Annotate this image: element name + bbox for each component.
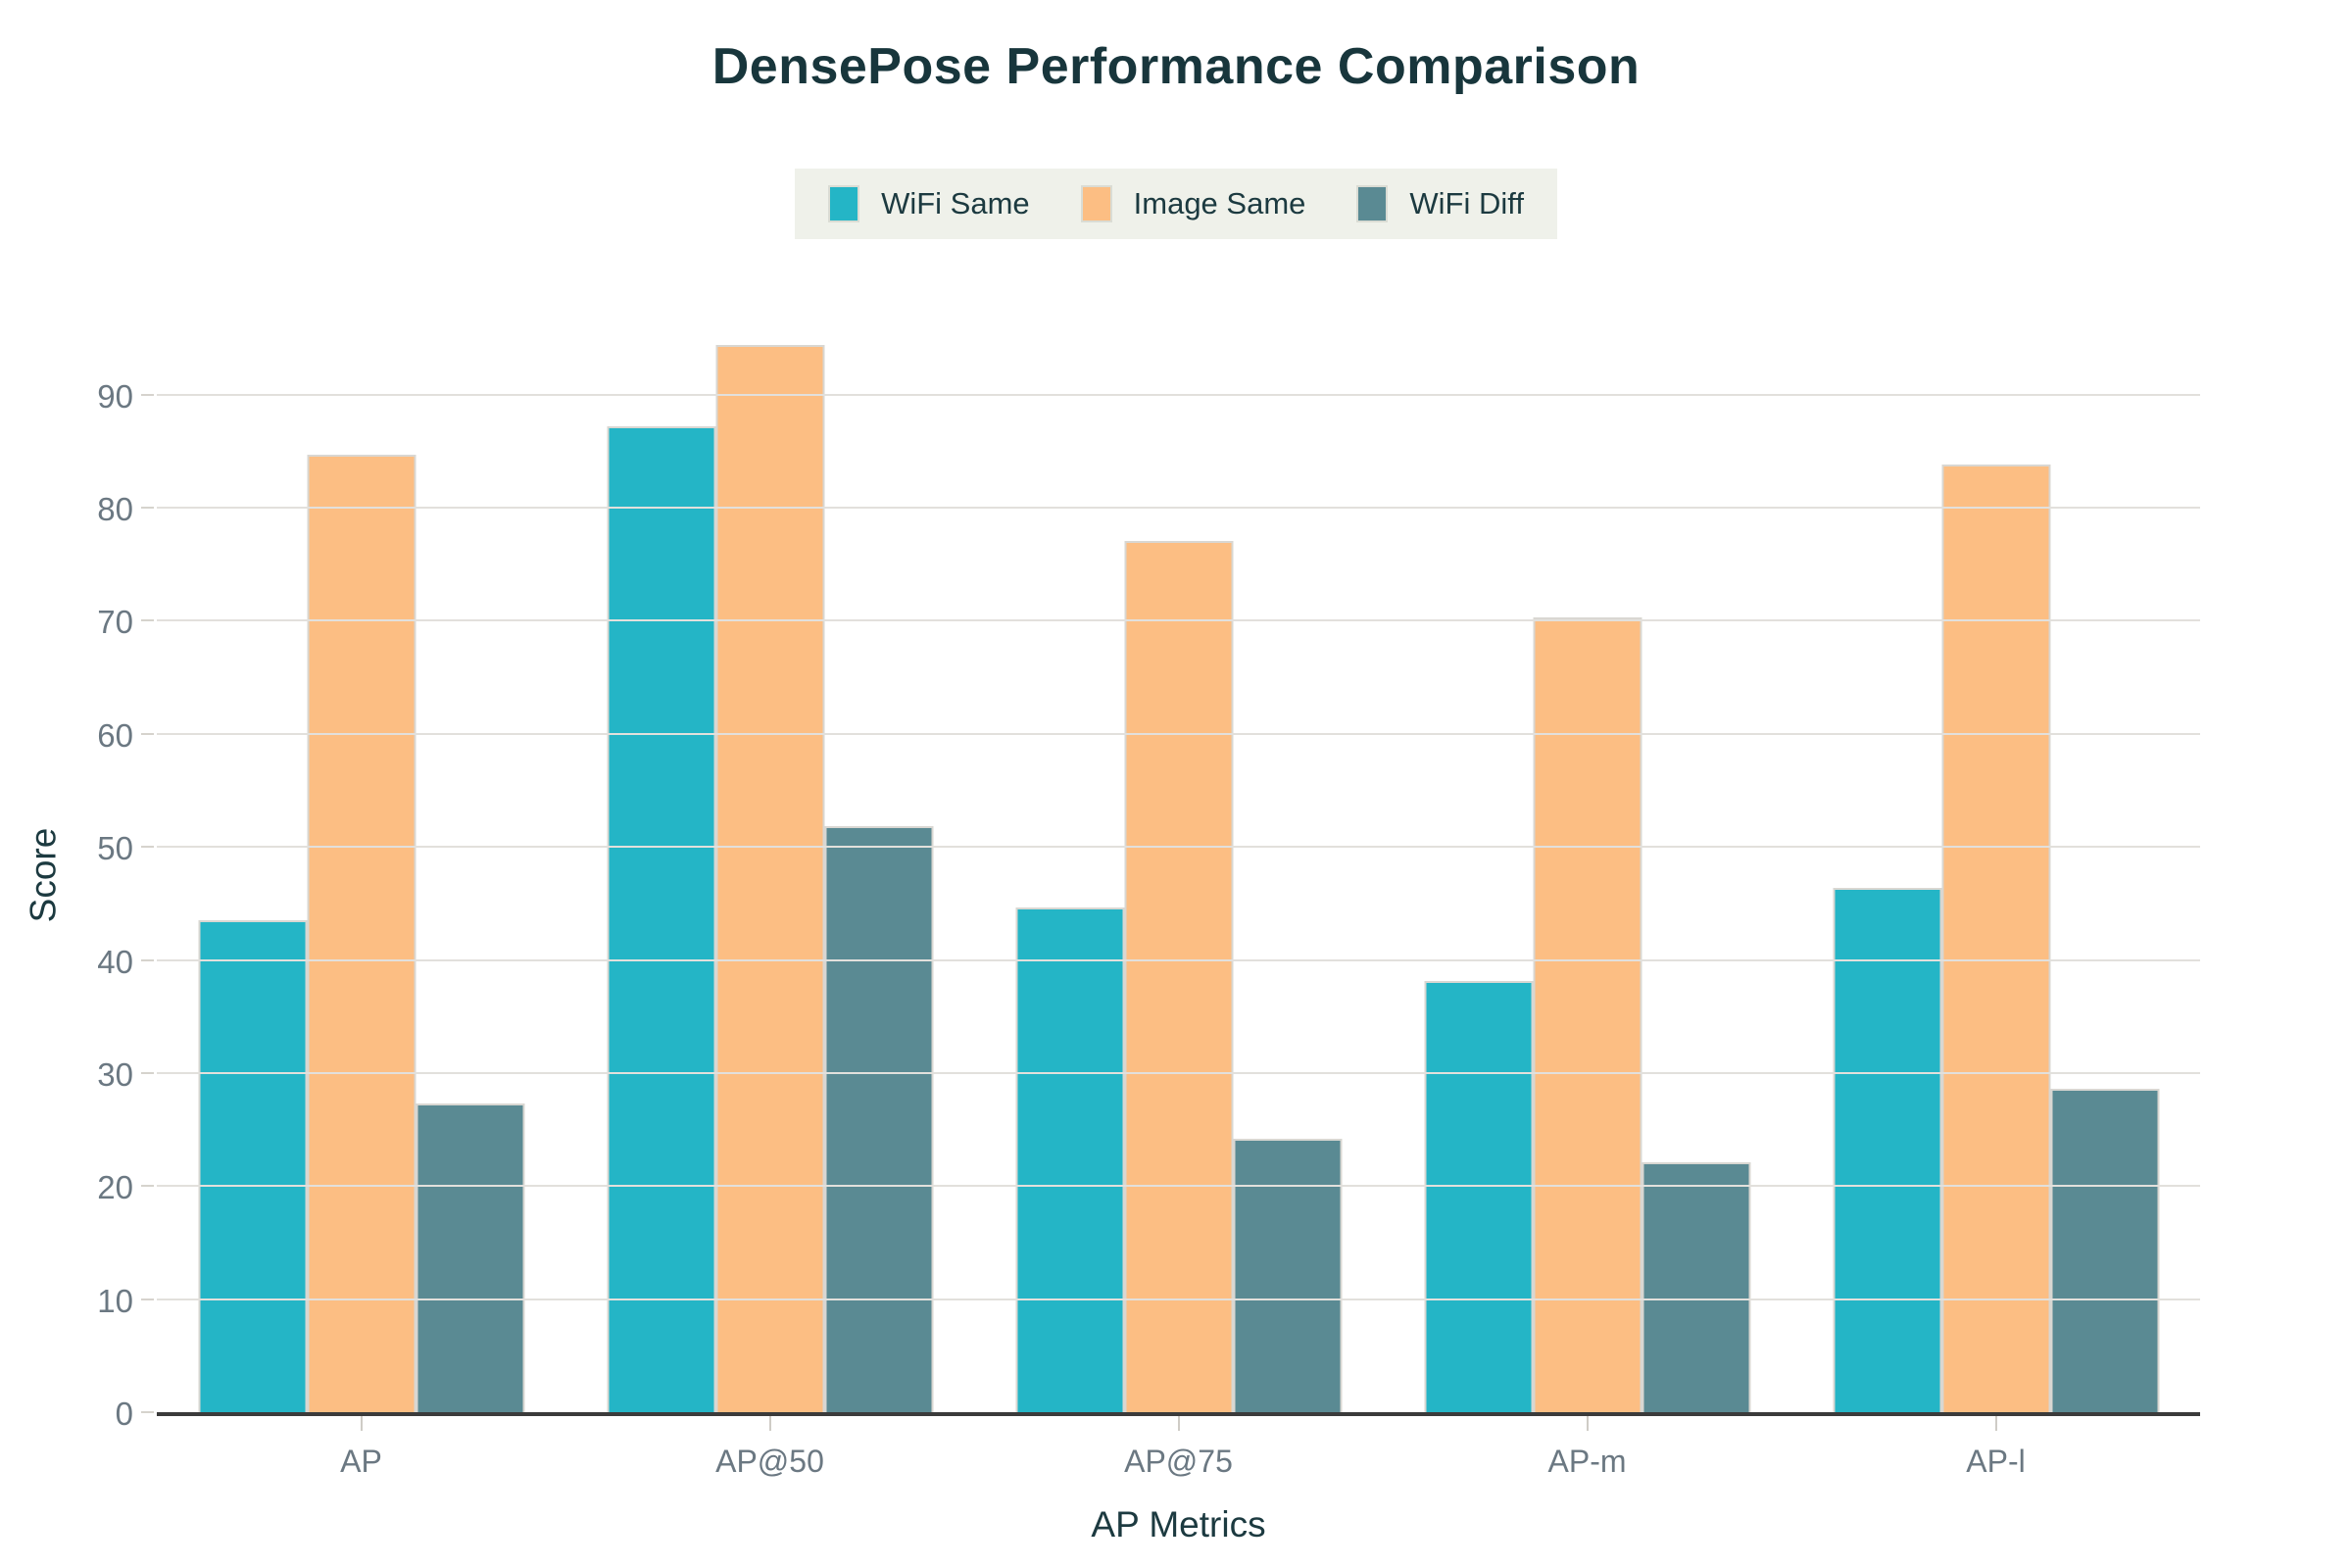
y-tick-mark — [141, 507, 154, 510]
x-tick-mark — [1177, 1416, 1180, 1431]
gridline-y-20 — [157, 1185, 2200, 1188]
y-tick-mark — [141, 1411, 154, 1413]
gridline-y-30 — [157, 1071, 2200, 1074]
gridline-y-80 — [157, 507, 2200, 510]
gridline-y-70 — [157, 619, 2200, 622]
y-tick-mark — [141, 846, 154, 849]
legend-item-image-same: Image Same — [1080, 185, 1306, 222]
y-axis-title: Score — [23, 827, 63, 923]
bar-wifi-same-ap-75 — [1015, 907, 1124, 1412]
legend: WiFi Same Image Same WiFi Diff — [0, 169, 2352, 239]
y-tick-mark — [141, 1298, 154, 1300]
category-band-ap: AP — [157, 338, 565, 1479]
bar-image-same-ap-50 — [715, 344, 824, 1412]
y-tick-label: 50 — [97, 830, 133, 867]
legend-swatch-icon — [1080, 185, 1112, 222]
bar-group — [1015, 540, 1342, 1412]
bar-wifi-same-ap-l — [1833, 887, 1941, 1412]
y-axis-title-wrap: Score — [14, 338, 73, 1412]
bar-image-same-ap-m — [1533, 616, 1642, 1412]
legend-box: WiFi Same Image Same WiFi Diff — [795, 169, 1557, 239]
bar-group — [198, 454, 524, 1412]
bar-group — [1424, 616, 1750, 1412]
bar-image-same-ap — [307, 454, 416, 1412]
y-tick-mark — [141, 732, 154, 735]
gridline-y-60 — [157, 732, 2200, 735]
x-axis-title: AP Metrics — [1091, 1504, 1266, 1544]
y-tick-mark — [141, 958, 154, 961]
bar-wifi-same-ap — [198, 920, 307, 1412]
y-tick-label: 90 — [97, 377, 133, 415]
bar-wifi-diff-ap-75 — [1233, 1138, 1342, 1412]
bar-image-same-ap-75 — [1124, 540, 1233, 1412]
y-tick-mark — [141, 1071, 154, 1074]
y-tick-label: 20 — [97, 1169, 133, 1206]
y-tick-label: 70 — [97, 604, 133, 641]
gridline-y-10 — [157, 1298, 2200, 1300]
chart-title: DensePose Performance Comparison — [711, 38, 1641, 95]
bar-wifi-diff-ap-50 — [824, 826, 933, 1412]
bar-wifi-same-ap-50 — [607, 426, 715, 1412]
bar-wifi-diff-ap — [416, 1103, 524, 1412]
y-tick-mark — [141, 393, 154, 396]
y-tick-label: 40 — [97, 943, 133, 980]
bar-wifi-same-ap-m — [1424, 981, 1533, 1412]
legend-label: WiFi Diff — [1409, 186, 1524, 220]
bar-wifi-diff-ap-l — [2050, 1089, 2159, 1412]
x-tick-label: AP@50 — [715, 1444, 824, 1479]
bar-image-same-ap-l — [1941, 465, 2050, 1412]
bar-group — [1833, 465, 2159, 1412]
x-tick-label: AP — [340, 1444, 382, 1479]
x-tick-label: AP-m — [1547, 1444, 1627, 1479]
category-band-ap-75: AP@75 — [974, 338, 1383, 1479]
x-tick-mark — [1586, 1416, 1589, 1431]
plot-area: AP AP@50 AP@75 AP-m AP-l 0 10 20 30 40 50 60 70 80 90 — [97, 338, 2200, 1479]
y-tick-mark — [141, 1185, 154, 1188]
x-tick-label: AP-l — [1966, 1444, 2026, 1479]
x-tick-mark — [768, 1416, 771, 1431]
y-tick-label: 10 — [97, 1282, 133, 1319]
legend-swatch-icon — [828, 185, 860, 222]
legend-label: Image Same — [1133, 186, 1306, 220]
bar-group — [607, 344, 933, 1412]
x-tick-mark — [1994, 1416, 1997, 1431]
gridline-y-40 — [157, 958, 2200, 961]
y-tick-label: 30 — [97, 1055, 133, 1093]
gridline-y-90 — [157, 393, 2200, 396]
bar-wifi-diff-ap-m — [1642, 1162, 1750, 1412]
y-tick-label: 80 — [97, 491, 133, 528]
x-tick-label: AP@75 — [1124, 1444, 1233, 1479]
category-band-ap-m: AP-m — [1383, 338, 1791, 1479]
legend-label: WiFi Same — [881, 186, 1030, 220]
y-tick-label: 60 — [97, 716, 133, 754]
legend-item-wifi-diff: WiFi Diff — [1356, 185, 1524, 222]
y-tick-mark — [141, 619, 154, 622]
legend-swatch-icon — [1356, 185, 1389, 222]
category-band-ap-50: AP@50 — [565, 338, 974, 1479]
category-bands: AP AP@50 AP@75 AP-m AP-l — [157, 338, 2200, 1479]
gridline-y-50 — [157, 846, 2200, 849]
legend-item-wifi-same: WiFi Same — [828, 185, 1030, 222]
y-tick-label: 0 — [115, 1396, 133, 1432]
x-tick-mark — [360, 1416, 363, 1431]
category-band-ap-l: AP-l — [1791, 338, 2200, 1479]
